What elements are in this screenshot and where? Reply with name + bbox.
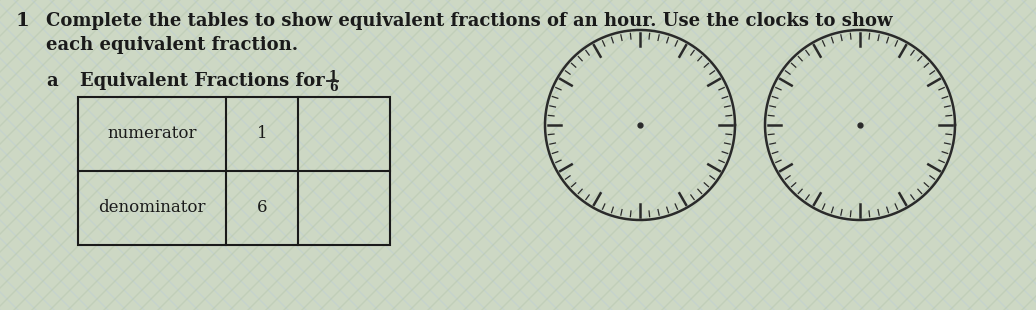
Text: numerator: numerator bbox=[108, 126, 197, 143]
Text: 1: 1 bbox=[328, 70, 337, 83]
Text: 1: 1 bbox=[257, 126, 267, 143]
Text: 1: 1 bbox=[16, 12, 30, 30]
Text: a: a bbox=[46, 72, 58, 90]
Bar bbox=[78, 97, 390, 245]
Text: each equivalent fraction.: each equivalent fraction. bbox=[46, 36, 298, 54]
Text: Equivalent Fractions for: Equivalent Fractions for bbox=[80, 72, 330, 90]
Text: 6: 6 bbox=[329, 81, 338, 94]
Text: denominator: denominator bbox=[98, 200, 206, 216]
Text: Complete the tables to show equivalent fractions of an hour. Use the clocks to s: Complete the tables to show equivalent f… bbox=[46, 12, 892, 30]
Text: 6: 6 bbox=[257, 200, 267, 216]
